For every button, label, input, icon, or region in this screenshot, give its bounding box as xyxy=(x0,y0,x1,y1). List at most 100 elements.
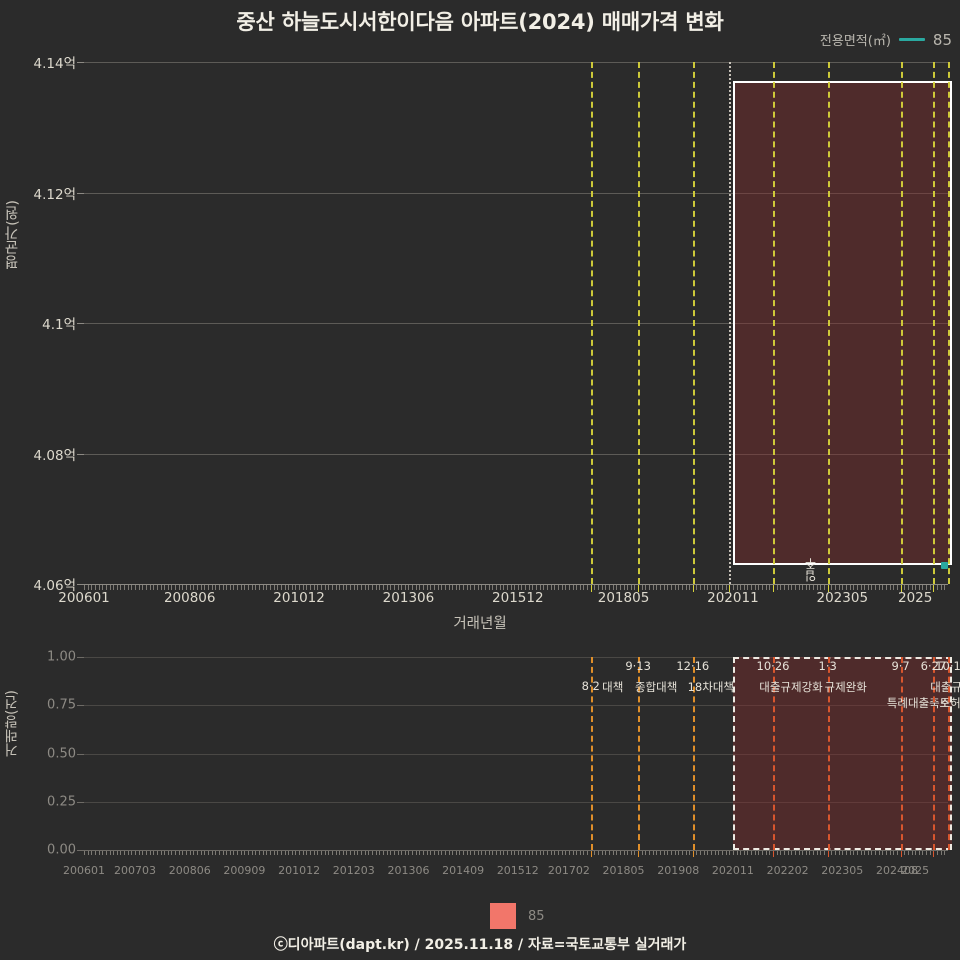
price-x-tick-label: 200806 xyxy=(163,590,216,606)
volume-y-tickmark xyxy=(77,705,84,707)
volume-gridline xyxy=(84,705,948,707)
volume-y-tick-label: 0.25 xyxy=(47,794,76,810)
policy-event-date: 8·2 xyxy=(581,679,600,693)
area-legend-line-icon xyxy=(898,38,925,41)
policy-event-label: 대책 xyxy=(602,680,624,694)
price-x-axis-label: 거래년월 xyxy=(453,616,507,632)
price-policy-vline xyxy=(692,62,695,584)
price-policy-vline xyxy=(933,62,936,584)
area-legend: 전용면적(㎡) 85 xyxy=(819,30,952,50)
price-policy-vline xyxy=(729,62,732,584)
price-x-tick-label: 201012 xyxy=(273,590,325,606)
price-y-tickmark xyxy=(77,323,84,324)
volume-x-tick-label: 201306 xyxy=(387,864,430,877)
volume-policy-vline xyxy=(948,657,950,850)
price-policy-vline xyxy=(827,62,830,584)
volume-x-tick-label: 201203 xyxy=(332,864,375,877)
volume-x-tick-label: 2025 xyxy=(901,864,930,877)
volume-legend-swatch-icon xyxy=(490,903,516,929)
price-x-tick-label: 202305 xyxy=(816,590,869,606)
volume-y-tickmark xyxy=(77,801,84,803)
volume-gridline xyxy=(84,801,948,803)
volume-x-tick-label: 202305 xyxy=(821,864,864,877)
price-gridline xyxy=(84,62,948,63)
price-policy-vline xyxy=(773,62,775,584)
price-x-tick-label: 200601 xyxy=(58,590,110,606)
page-title: 중산 하늘도시서한이다음 아파트(2024) 매매가격 변화 xyxy=(236,10,724,34)
price-chart[interactable]: 4.06억 4.08억 4.1억 4.12억 4.14억 입주 xyxy=(34,56,952,594)
price-x-tick-label: 201805 xyxy=(597,590,650,606)
policy-event-date: 10·1 xyxy=(935,659,960,673)
volume-chart[interactable]: 0.00 0.25 0.50 0.75 1.00 8·2 대책 9·13 종합대책 12·16 18… xyxy=(47,650,960,858)
volume-highlight-region xyxy=(732,657,952,850)
price-y-tickmark xyxy=(77,62,84,63)
volume-policy-vline xyxy=(827,657,830,850)
volume-policy-vline xyxy=(590,657,593,850)
price-x-tick-label: 201306 xyxy=(382,590,435,606)
price-policy-vline xyxy=(638,62,641,584)
volume-y-tickmark xyxy=(77,657,84,658)
price-axis-label: 평균가(원) xyxy=(5,200,21,270)
price-y-tickmark xyxy=(77,584,84,585)
volume-policy-vline xyxy=(638,657,641,850)
volume-gridline xyxy=(84,657,948,658)
volume-y-tickmark xyxy=(77,850,84,851)
price-y-tick-label: 4.12억 xyxy=(33,186,76,203)
price-y-tick-label: 4.06억 xyxy=(33,578,76,594)
price-highlight-region xyxy=(732,81,952,565)
price-gridline xyxy=(84,453,948,455)
volume-y-tick-label: 1.00 xyxy=(47,649,76,665)
policy-event-date: 1·3 xyxy=(818,659,837,673)
price-y-tick-label: 4.08억 xyxy=(33,447,76,464)
price-x-axis xyxy=(84,584,948,585)
price-policy-vline xyxy=(590,62,593,584)
price-y-tickmark xyxy=(77,192,84,194)
volume-gridline xyxy=(84,753,948,755)
price-y-tickmark xyxy=(77,453,84,455)
policy-event-date: 12·16 xyxy=(676,659,710,673)
volume-x-tick-label: 202202 xyxy=(766,864,809,877)
volume-x-tick-label: 201908 xyxy=(657,864,700,877)
footer-credit: ⓒ디아파트(dapt.kr) / 2025.11.18 / 자료=국토교통부 실… xyxy=(273,937,687,953)
policy-event-label: 규제완화 xyxy=(824,680,867,694)
price-gridline xyxy=(84,323,948,324)
volume-x-tick-label: 200909 xyxy=(223,864,266,877)
volume-x-tick-label: 201805 xyxy=(602,864,645,877)
price-x-tick-label: 2025 xyxy=(898,590,933,606)
price-policy-vline xyxy=(948,62,950,584)
policy-event-label: 대출규제강화 xyxy=(759,680,823,694)
volume-x-tick-labels: 200601 200703 200806 200909 201012 201203 2013… xyxy=(63,864,948,880)
volume-y-tickmark xyxy=(77,753,84,755)
area-legend-label: 전용면적(㎡) xyxy=(819,34,891,49)
policy-event-date: 9·13 xyxy=(625,659,651,673)
volume-policy-vline xyxy=(692,657,695,850)
area-legend-value: 85 xyxy=(932,30,952,49)
price-data-point xyxy=(941,562,949,569)
volume-x-tick-label: 200601 xyxy=(63,864,105,877)
move-in-label: 입주 xyxy=(803,558,818,582)
volume-y-tick-label: 0.75 xyxy=(47,697,76,713)
policy-event-label: 대출규제 xyxy=(930,680,960,694)
volume-y-tick-label: 0.00 xyxy=(47,842,76,858)
volume-policy-vline xyxy=(773,657,775,850)
policy-event-label: 18차대책 xyxy=(687,680,734,694)
price-policy-vline xyxy=(900,62,903,584)
volume-axis-label: 거래량(건) xyxy=(4,690,20,757)
volume-policy-vline xyxy=(900,657,903,850)
volume-x-tick-label: 201012 xyxy=(278,864,321,877)
price-x-tick-labels: 200601 200806 201012 201306 201512 201805 2020… xyxy=(58,590,948,608)
policy-event-label: 종합대책 xyxy=(634,680,678,694)
volume-x-tick-label: 200703 xyxy=(114,864,157,877)
volume-x-tick-label: 201409 xyxy=(442,864,485,877)
policy-event-date: 10·26 xyxy=(756,659,790,673)
policy-event-date: 6·27 xyxy=(920,659,947,673)
volume-x-tick-label: 201512 xyxy=(496,864,539,877)
volume-legend-label: 85 xyxy=(528,908,545,924)
volume-x-axis xyxy=(84,850,948,851)
price-x-tick-label: 201512 xyxy=(492,590,544,606)
volume-y-tick-label: 0.50 xyxy=(47,746,76,761)
price-x-tick-label: 202011 xyxy=(707,590,759,606)
volume-x-tick-label: 202408 xyxy=(875,864,918,877)
volume-policy-vline xyxy=(933,657,936,850)
volume-x-tick-label: 200806 xyxy=(168,864,211,877)
